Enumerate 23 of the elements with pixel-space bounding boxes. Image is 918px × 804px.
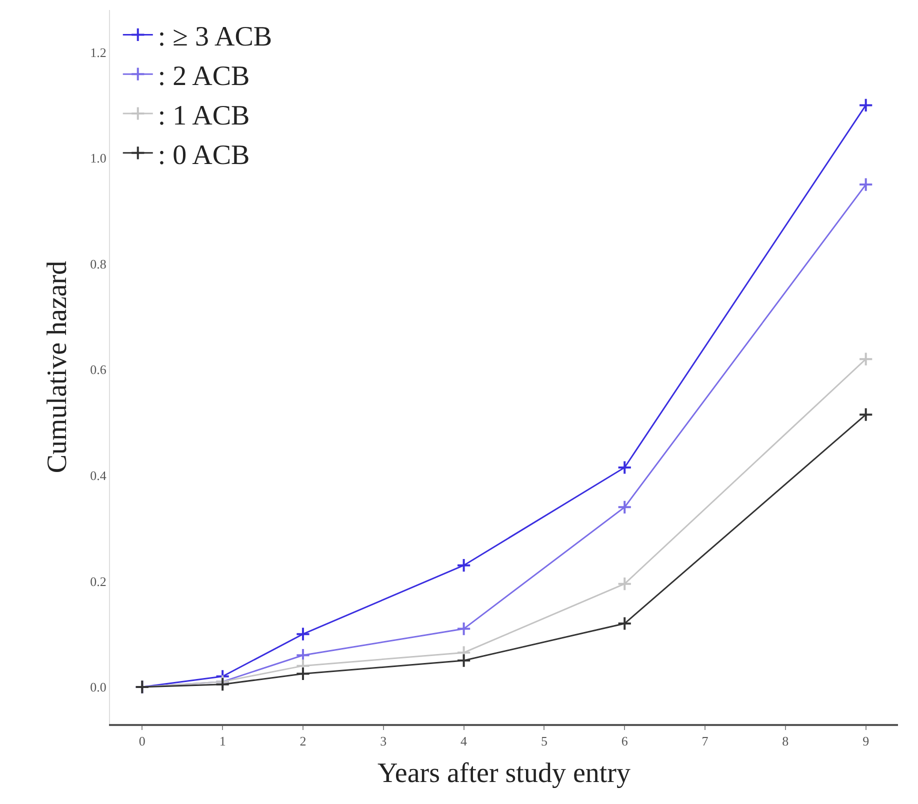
y-tick-label: 0.6 bbox=[90, 362, 107, 378]
x-tick-label: 7 bbox=[702, 734, 709, 749]
y-tick-label: 0.2 bbox=[90, 574, 106, 589]
y-tick-label: 0.8 bbox=[90, 256, 106, 272]
legend-label: : 2 ACB bbox=[158, 61, 250, 92]
x-axis-title: Years after study entry bbox=[378, 758, 630, 790]
x-tick-label: 3 bbox=[380, 734, 387, 749]
x-tick-label: 0 bbox=[138, 734, 146, 749]
x-tick-label: 2 bbox=[300, 734, 306, 749]
x-tick-label: 4 bbox=[460, 734, 468, 749]
x-tick-label: 5 bbox=[540, 734, 548, 749]
y-tick-label: 1.0 bbox=[90, 150, 106, 166]
x-tick-label: 8 bbox=[782, 734, 789, 749]
x-tick-label: 1 bbox=[219, 734, 226, 749]
y-axis-title: Cumulative hazard bbox=[42, 260, 73, 474]
x-tick-label: 9 bbox=[862, 734, 870, 749]
legend-label: : 1 ACB bbox=[158, 100, 250, 132]
y-tick-label: 0.4 bbox=[90, 468, 107, 483]
legend-label: : ≥ 3 ACB bbox=[158, 22, 272, 53]
x-tick-label: 6 bbox=[621, 734, 628, 749]
legend-label: : 0 ACB bbox=[158, 140, 250, 171]
y-tick-label: 1.2 bbox=[90, 44, 106, 60]
y-tick-label: 0.0 bbox=[90, 680, 106, 695]
